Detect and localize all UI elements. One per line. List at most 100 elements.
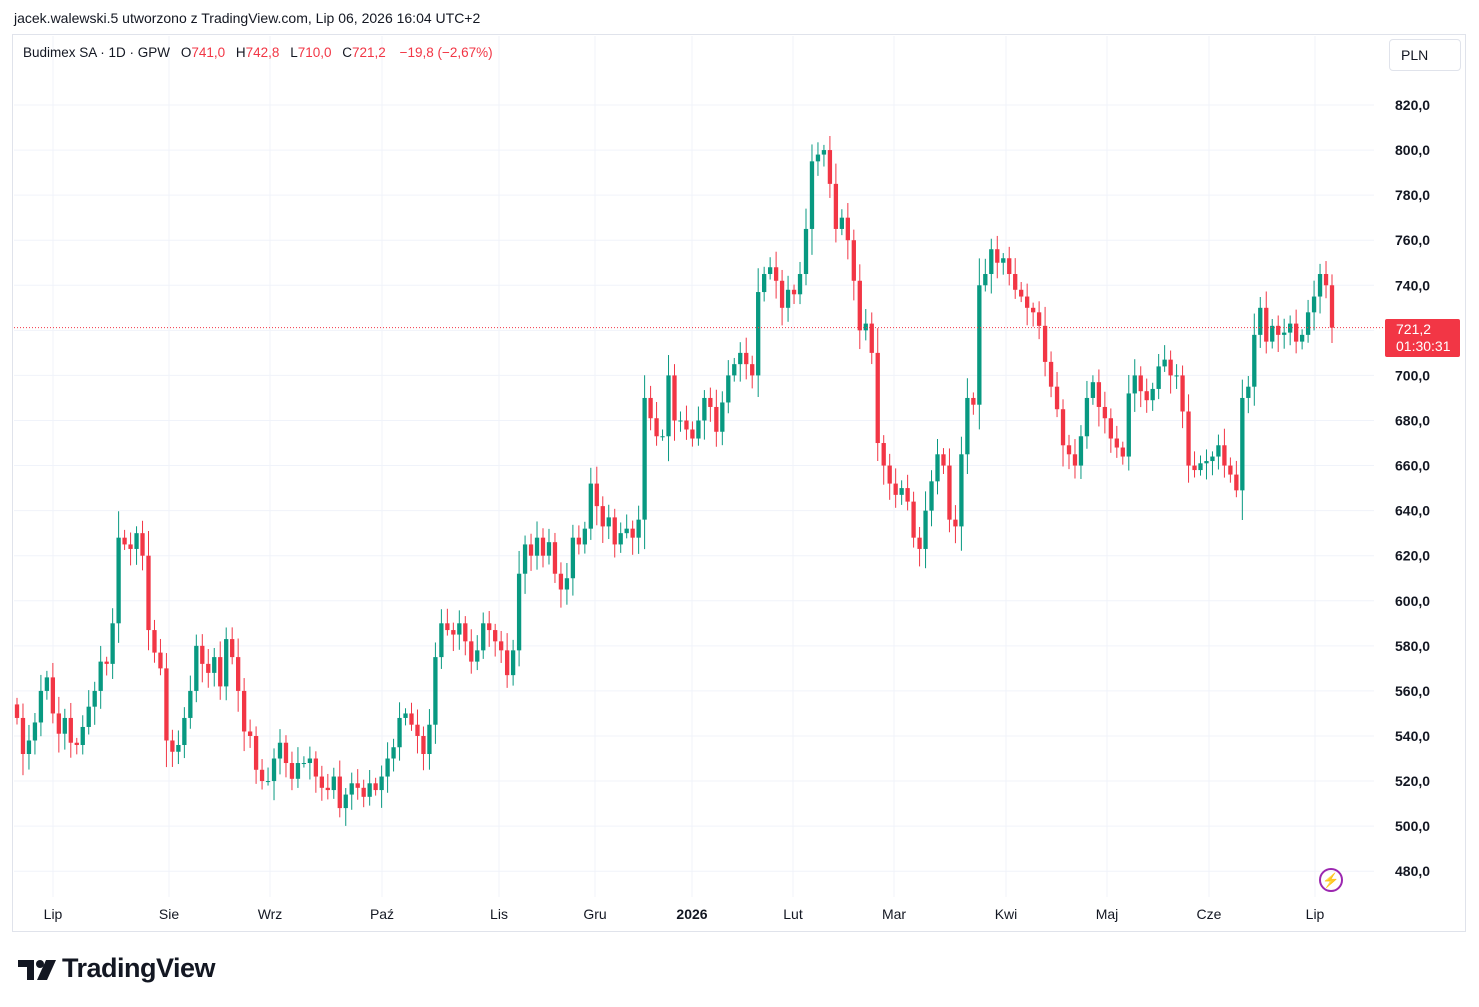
candle[interactable]	[642, 375, 647, 550]
candle[interactable]	[140, 520, 145, 571]
candle[interactable]	[1329, 274, 1335, 344]
candle[interactable]	[1030, 302, 1036, 327]
candle[interactable]	[218, 641, 223, 700]
candle[interactable]	[146, 531, 151, 651]
candle[interactable]	[1299, 329, 1305, 350]
candle[interactable]	[744, 337, 749, 380]
candle[interactable]	[1066, 434, 1072, 470]
candle[interactable]	[821, 144, 827, 167]
candle[interactable]	[283, 735, 289, 778]
candle[interactable]	[534, 521, 540, 570]
candle[interactable]	[247, 719, 253, 748]
candle[interactable]	[594, 466, 599, 526]
candle[interactable]	[576, 525, 582, 555]
candle[interactable]	[923, 491, 928, 569]
candle[interactable]	[194, 634, 199, 703]
candle[interactable]	[1072, 439, 1078, 479]
candle[interactable]	[953, 505, 958, 544]
candle[interactable]	[899, 480, 904, 505]
candle[interactable]	[1150, 382, 1155, 411]
candle[interactable]	[546, 528, 552, 565]
candle[interactable]	[803, 208, 809, 286]
candle[interactable]	[678, 411, 683, 432]
candle[interactable]	[241, 678, 247, 752]
candle[interactable]	[947, 448, 952, 533]
candle[interactable]	[182, 707, 187, 759]
candle[interactable]	[672, 364, 677, 441]
candle[interactable]	[588, 467, 593, 540]
candle[interactable]	[1168, 350, 1173, 394]
candle[interactable]	[1144, 378, 1149, 413]
candle[interactable]	[666, 355, 671, 462]
candle[interactable]	[421, 726, 426, 771]
candle[interactable]	[152, 619, 157, 663]
candle[interactable]	[1054, 372, 1060, 418]
candle[interactable]	[1060, 399, 1066, 467]
candle[interactable]	[1252, 313, 1257, 406]
candle[interactable]	[259, 759, 265, 790]
candle[interactable]	[439, 609, 444, 669]
candle[interactable]	[983, 258, 988, 292]
candle[interactable]	[176, 730, 181, 765]
candle[interactable]	[762, 266, 767, 302]
candle[interactable]	[767, 257, 773, 280]
candle[interactable]	[301, 756, 307, 768]
candle[interactable]	[1210, 451, 1215, 476]
candle[interactable]	[1198, 455, 1203, 476]
candle[interactable]	[702, 390, 707, 440]
candle[interactable]	[863, 309, 868, 341]
candle[interactable]	[696, 406, 701, 446]
candle[interactable]	[773, 251, 779, 299]
candle[interactable]	[893, 468, 898, 508]
candle[interactable]	[1090, 375, 1096, 405]
candle[interactable]	[540, 528, 546, 568]
candle[interactable]	[307, 746, 313, 780]
candle[interactable]	[325, 773, 330, 800]
candle[interactable]	[44, 670, 50, 700]
candle[interactable]	[337, 760, 342, 818]
candle[interactable]	[236, 638, 241, 712]
candle[interactable]	[295, 747, 301, 788]
candle[interactable]	[941, 448, 946, 475]
candle[interactable]	[493, 623, 498, 657]
candle[interactable]	[606, 504, 611, 540]
candle[interactable]	[1276, 315, 1281, 352]
candle[interactable]	[1019, 282, 1024, 303]
candle[interactable]	[20, 703, 26, 776]
candle[interactable]	[188, 675, 193, 729]
currency-button[interactable]: PLN	[1389, 39, 1461, 71]
candle[interactable]	[158, 638, 163, 676]
candle[interactable]	[1001, 253, 1006, 275]
candle[interactable]	[905, 474, 910, 511]
candle[interactable]	[738, 342, 743, 382]
candle[interactable]	[385, 742, 390, 793]
candle[interactable]	[289, 751, 295, 791]
candle[interactable]	[833, 163, 839, 243]
candle[interactable]	[516, 550, 522, 667]
candle[interactable]	[1132, 359, 1137, 412]
candle[interactable]	[355, 769, 360, 800]
candle[interactable]	[224, 627, 229, 701]
candle[interactable]	[510, 639, 516, 686]
candle[interactable]	[1084, 380, 1090, 449]
candle[interactable]	[857, 264, 862, 350]
candle[interactable]	[499, 630, 504, 663]
candle[interactable]	[230, 627, 235, 665]
candle[interactable]	[122, 529, 127, 550]
candle[interactable]	[1025, 283, 1030, 326]
candle[interactable]	[1264, 291, 1269, 354]
candle[interactable]	[349, 772, 354, 810]
candle[interactable]	[552, 532, 558, 583]
candle[interactable]	[965, 378, 970, 475]
candle[interactable]	[253, 726, 259, 784]
candle[interactable]	[128, 532, 133, 566]
candle[interactable]	[373, 777, 378, 796]
candle[interactable]	[791, 284, 797, 304]
candle[interactable]	[1317, 263, 1323, 314]
candle[interactable]	[92, 681, 97, 725]
candle[interactable]	[463, 616, 468, 656]
candle[interactable]	[1120, 441, 1125, 465]
candle[interactable]	[32, 712, 38, 755]
candle[interactable]	[1192, 451, 1197, 478]
candle[interactable]	[887, 453, 892, 500]
